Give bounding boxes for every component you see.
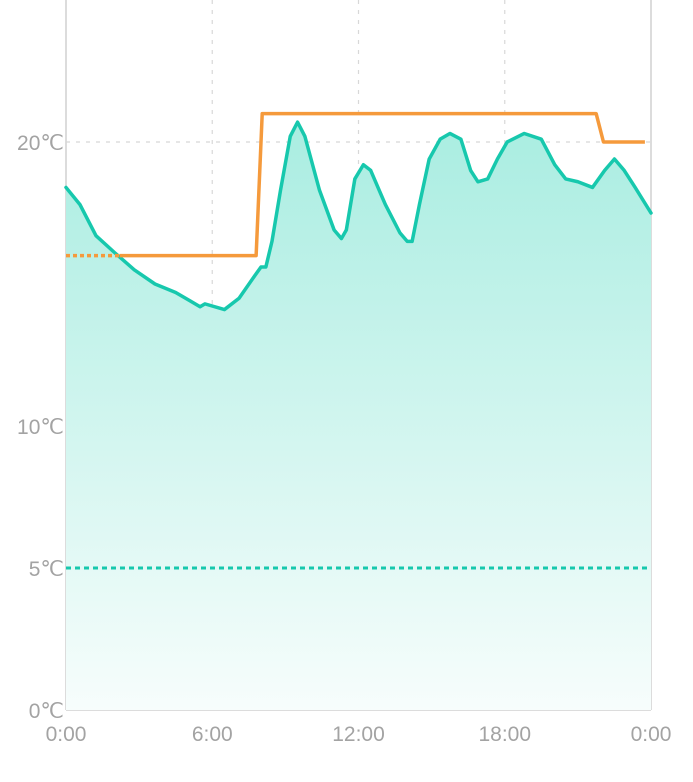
x-tick-label: 0:00 (46, 723, 87, 746)
x-tick-label: 6:00 (192, 723, 233, 746)
y-tick-label: 5℃ (29, 558, 64, 581)
x-tick-label: 18:00 (478, 723, 531, 746)
temperature-fill (66, 122, 651, 711)
temperature-line (64, 120, 653, 312)
temperature-area (66, 122, 651, 711)
setpoint-line (119, 111, 645, 258)
x-tick-label: 0:00 (631, 723, 672, 746)
y-tick-label: 20℃ (17, 132, 64, 155)
y-tick-label: 0℃ (29, 700, 64, 723)
series-lines (64, 111, 653, 570)
y-tick-label: 10℃ (17, 416, 64, 439)
tick-labels: 0:00 6:00 12:00 18:00 0:000℃5℃10℃20℃ (17, 132, 671, 746)
x-tick-label: 12:00 (332, 723, 385, 746)
